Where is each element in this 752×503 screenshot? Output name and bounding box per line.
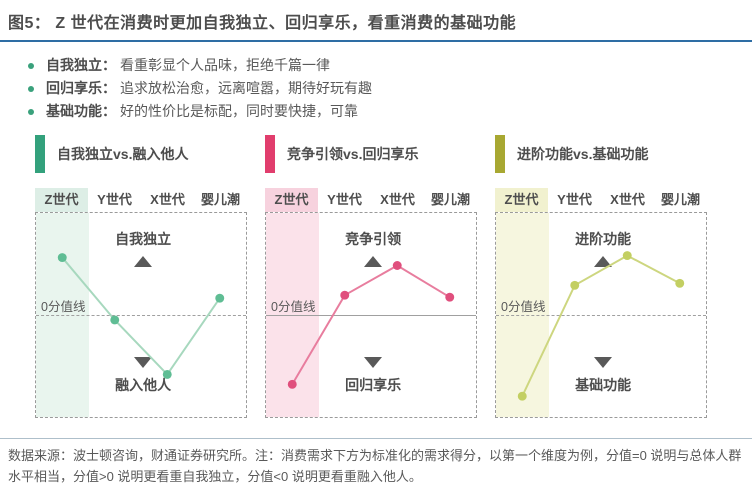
category-label-y: Y世代 xyxy=(97,192,132,207)
bottom-dimension-label: 基础功能 xyxy=(575,377,632,393)
top-dimension-annotation: 竞争引领 xyxy=(345,229,401,267)
zero-line-label: 0分值线 xyxy=(271,300,316,314)
top-dimension-label: 自我独立 xyxy=(115,231,172,247)
plot-area: 0分值线 进阶功能 基础功能 xyxy=(495,212,707,418)
data-point xyxy=(57,253,67,263)
data-point xyxy=(162,369,172,379)
triangle-up-icon xyxy=(594,256,613,267)
category-label-x: X世代 xyxy=(150,192,185,207)
zero-line-label: 0分值线 xyxy=(501,300,546,314)
bullet-text: 看重彰显个人品味，拒绝千篇一律 xyxy=(120,57,330,73)
zero-line xyxy=(496,315,706,316)
triangle-up-icon xyxy=(134,256,153,267)
title-underline xyxy=(0,40,752,42)
category-label-boomer: 婴儿潮 xyxy=(660,192,700,207)
chart-header: 进阶功能vs.基础功能 xyxy=(495,134,707,174)
charts-row: 自我独立vs.融入他人 Z世代 Y世代 X世代 婴儿潮 0分值线 自我独立 融入… xyxy=(0,134,752,418)
bullet-label: 自我独立： xyxy=(46,57,116,73)
triangle-down-icon xyxy=(134,357,153,368)
data-point xyxy=(287,379,297,389)
chart-title: 自我独立vs.融入他人 xyxy=(57,146,189,162)
zero-line-label: 0分值线 xyxy=(41,300,86,314)
top-dimension-label: 进阶功能 xyxy=(575,231,632,247)
bottom-dimension-annotation: 回归享乐 xyxy=(345,357,401,395)
chart-header: 竞争引领vs.回归享乐 xyxy=(265,134,477,174)
source-note: 数据来源：波士顿咨询，财通证券研究所。注：消费需求下方为标准化的需求得分，以第一… xyxy=(8,448,742,484)
bottom-dimension-annotation: 融入他人 xyxy=(115,357,171,395)
zero-line xyxy=(36,315,246,316)
data-point xyxy=(340,290,350,300)
category-label-row: Z世代 Y世代 X世代 婴儿潮 xyxy=(35,188,247,212)
triangle-down-icon xyxy=(364,357,383,368)
data-point xyxy=(392,261,402,270)
chart-panel-function: 进阶功能vs.基础功能 Z世代 Y世代 X世代 婴儿潮 0分值线 进阶功能 基础… xyxy=(495,134,707,418)
bullet-dot-icon xyxy=(28,85,34,92)
plot-area: 0分值线 竞争引领 回归享乐 xyxy=(265,212,477,418)
chart-panel-independence: 自我独立vs.融入他人 Z世代 Y世代 X世代 婴儿潮 0分值线 自我独立 融入… xyxy=(35,134,247,418)
bullet-dot-icon xyxy=(28,108,34,115)
bullet-item: 自我独立： 看重彰显个人品味，拒绝千篇一律 xyxy=(26,57,752,74)
category-label-z: Z世代 xyxy=(265,188,318,212)
category-label-z: Z世代 xyxy=(495,188,548,212)
accent-bar xyxy=(495,135,505,173)
bullet-text: 追求放松治愈，远离喧嚣，期待好玩有趣 xyxy=(120,80,372,96)
data-point xyxy=(215,293,225,303)
chart-title: 竞争引领vs.回归享乐 xyxy=(287,146,419,162)
data-point xyxy=(570,280,580,290)
plot-area: 0分值线 自我独立 融入他人 xyxy=(35,212,247,418)
figure-header: 图5： Z 世代在消费时更加自我独立、回归享乐，看重消费的基础功能 xyxy=(0,0,752,40)
top-dimension-label: 竞争引领 xyxy=(345,231,402,247)
chart-header: 自我独立vs.融入他人 xyxy=(35,134,247,174)
line-series xyxy=(517,251,685,401)
category-label-y: Y世代 xyxy=(557,192,592,207)
top-dimension-annotation: 进阶功能 xyxy=(575,229,631,267)
category-label-x: X世代 xyxy=(610,192,645,207)
bullet-text: 好的性价比是标配，同时要快捷，可靠 xyxy=(120,103,358,119)
accent-bar xyxy=(35,135,45,173)
page-title: 图5： Z 世代在消费时更加自我独立、回归享乐，看重消费的基础功能 xyxy=(8,15,517,32)
top-dimension-annotation: 自我独立 xyxy=(115,229,171,267)
bottom-dimension-label: 回归享乐 xyxy=(345,377,402,393)
triangle-down-icon xyxy=(594,357,613,368)
line-series xyxy=(57,253,225,379)
bullet-dot-icon xyxy=(28,62,34,69)
category-label-y: Y世代 xyxy=(327,192,362,207)
category-label-row: Z世代 Y世代 X世代 婴儿潮 xyxy=(265,188,477,212)
triangle-up-icon xyxy=(364,256,383,267)
category-label-x: X世代 xyxy=(380,192,415,207)
data-point xyxy=(445,292,455,302)
category-label-boomer: 婴儿潮 xyxy=(430,192,470,207)
bullet-label: 回归享乐： xyxy=(46,80,116,96)
bullet-item: 基础功能： 好的性价比是标配，同时要快捷，可靠 xyxy=(26,103,752,120)
bottom-dimension-annotation: 基础功能 xyxy=(575,357,631,395)
zero-line xyxy=(266,315,476,316)
data-point xyxy=(622,251,632,261)
bullet-label: 基础功能： xyxy=(46,103,116,119)
bottom-dimension-label: 融入他人 xyxy=(115,377,172,393)
category-label-row: Z世代 Y世代 X世代 婴儿潮 xyxy=(495,188,707,212)
chart-panel-competition: 竞争引领vs.回归享乐 Z世代 Y世代 X世代 婴儿潮 0分值线 竞争引领 回归… xyxy=(265,134,477,418)
category-label-z: Z世代 xyxy=(35,188,88,212)
data-point xyxy=(675,278,685,288)
accent-bar xyxy=(265,135,275,173)
footer-divider xyxy=(0,438,752,439)
category-label-boomer: 婴儿潮 xyxy=(200,192,240,207)
chart-title: 进阶功能vs.基础功能 xyxy=(517,146,649,162)
bullet-item: 回归享乐： 追求放松治愈，远离喧嚣，期待好玩有趣 xyxy=(26,80,752,97)
data-point xyxy=(517,391,527,401)
data-point xyxy=(110,315,120,325)
bullet-list: 自我独立： 看重彰显个人品味，拒绝千篇一律 回归享乐： 追求放松治愈，远离喧嚣，… xyxy=(26,57,752,120)
line-series xyxy=(287,261,455,389)
